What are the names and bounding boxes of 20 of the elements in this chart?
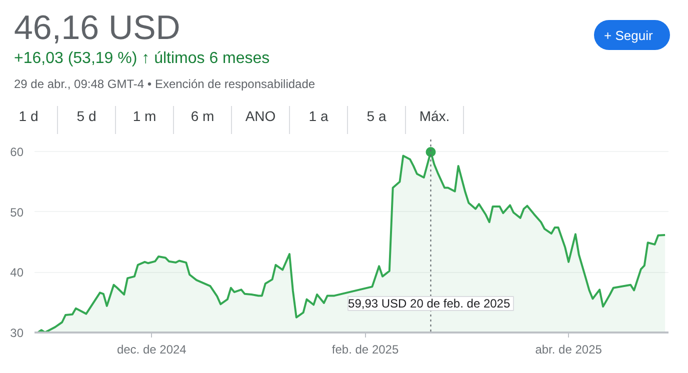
text: 6 m [190,107,214,126]
y-tick-label: 50 [10,205,24,220]
x-tick-label: abr. de 2025 [535,342,602,356]
text: 29 de abr., 09:48 GMT-4 • Exención de responsabilidade [14,76,316,93]
ref-line-label: 59,93 USD 20 de feb. de 2025 [348,296,510,310]
text: 1 a [308,107,328,126]
text: + Seguir [604,27,653,45]
text: 5 a [366,107,386,126]
text: 1 m [132,107,156,126]
chart-subtitle: +16,03 (53,19 %) ↑ últimos 6 meses [14,49,270,69]
x-tick-label: feb. de 2025 [332,342,399,356]
x-tick-label: dec. de 2024 [116,342,187,356]
text: 5 d [76,107,96,126]
y-tick-label: 60 [10,145,24,160]
text: Máx. [419,107,450,126]
text: ANO [245,107,276,126]
chart-title: 46,16 USD [14,9,180,47]
y-tick-label: 40 [10,266,24,280]
text: 1 d [18,107,38,126]
y-tick-label: 30 [10,326,24,340]
